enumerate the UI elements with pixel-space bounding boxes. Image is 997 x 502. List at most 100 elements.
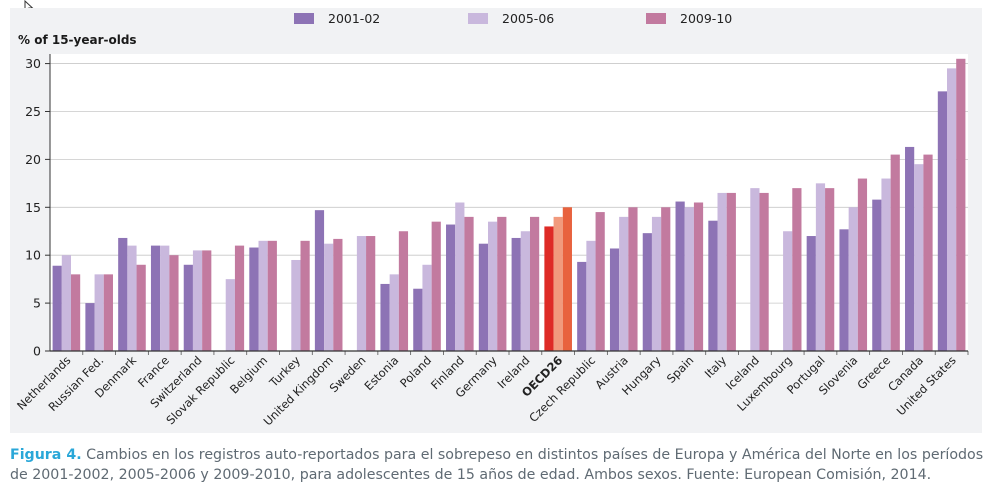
bar [815, 183, 826, 351]
caption-label: Figura 4. [10, 447, 82, 463]
legend-label: 2001-02 [328, 11, 380, 26]
bar [314, 210, 325, 351]
bar [422, 264, 432, 351]
bar [708, 220, 718, 351]
chart-panel: 2001-02 2005-06 2009-10 % of 15-year-olds … [10, 8, 982, 433]
bar [511, 237, 521, 351]
y-tick-label: 10 [25, 248, 41, 263]
bar [937, 91, 948, 352]
bar [783, 231, 793, 351]
legend-label: 2005-06 [502, 11, 554, 26]
bar [825, 188, 835, 351]
legend: 2001-02 2005-06 2009-10 [294, 11, 732, 26]
bar [85, 303, 95, 351]
bar [380, 283, 390, 351]
x-tick-label: Poland [397, 353, 434, 390]
legend-swatch [294, 13, 314, 24]
bar [192, 250, 203, 351]
bar [520, 231, 530, 351]
bar [291, 259, 301, 351]
x-tick-label: Sweden [327, 353, 369, 395]
bar [118, 237, 128, 351]
bar [553, 216, 563, 351]
bar [150, 245, 161, 351]
legend-label: 2009-10 [680, 11, 732, 26]
bar [61, 255, 71, 351]
bar [726, 192, 736, 351]
bar [70, 274, 81, 351]
bar [562, 207, 572, 351]
x-tick-label: Spain [664, 353, 697, 386]
bar [675, 201, 685, 351]
x-tick-label: Italy [702, 353, 730, 381]
bar [366, 236, 376, 351]
bar [249, 247, 259, 351]
bar [956, 58, 966, 352]
y-tick-label: 25 [25, 104, 41, 119]
bar [544, 226, 554, 351]
bar [905, 146, 915, 351]
bar [267, 240, 277, 351]
bar [300, 240, 310, 351]
caption-text: Cambios en los registros auto-reportados… [10, 447, 984, 483]
bar [577, 261, 587, 351]
y-tick-label: 5 [33, 296, 41, 311]
bar [103, 274, 113, 351]
bar [750, 188, 760, 351]
y-axis-label: % of 15-year-olds [18, 33, 137, 47]
bar [839, 229, 849, 351]
figure-caption: Figura 4. Cambios en los registros auto-… [10, 445, 985, 485]
bar [446, 224, 456, 351]
y-tick-label: 20 [25, 152, 41, 167]
bar [619, 216, 629, 351]
bar [609, 248, 620, 351]
bar [890, 154, 900, 351]
bar [356, 236, 367, 351]
bar [529, 216, 540, 351]
bar [202, 250, 212, 351]
bar [183, 264, 193, 351]
bar [431, 221, 441, 351]
y-tick-label: 0 [33, 344, 41, 359]
bar [398, 231, 409, 351]
x-tick-label: Estonia [362, 353, 402, 393]
bar [923, 154, 933, 351]
bar [455, 202, 465, 351]
bar [586, 240, 596, 351]
bar [94, 274, 104, 351]
bar [947, 68, 957, 351]
bar [169, 255, 179, 351]
bar-chart: 2001-02 2005-06 2009-10 % of 15-year-olds … [14, 11, 969, 428]
bar [628, 207, 638, 351]
bar [225, 279, 235, 351]
bar [806, 236, 816, 351]
bar [661, 207, 671, 351]
bar [642, 233, 652, 351]
bar [478, 243, 489, 351]
legend-swatch [468, 13, 488, 24]
bar [872, 199, 882, 351]
bar [792, 188, 802, 351]
bar [488, 221, 498, 351]
bar [324, 243, 334, 351]
bar [52, 265, 62, 351]
bar [848, 207, 858, 351]
bar [684, 207, 694, 351]
bar [497, 216, 507, 351]
bar [717, 192, 727, 351]
bar [914, 164, 924, 351]
bar [389, 274, 399, 351]
bar [595, 212, 605, 351]
x-tick-label: United States [894, 353, 959, 418]
bars [52, 58, 966, 352]
bar [881, 178, 891, 351]
bar [234, 245, 245, 351]
bar [464, 216, 474, 351]
bar [693, 202, 704, 351]
bar [333, 238, 343, 351]
y-tick-label: 30 [25, 56, 41, 71]
bar [160, 245, 170, 351]
bar [413, 288, 423, 351]
legend-swatch [646, 13, 666, 24]
bar [258, 240, 268, 351]
